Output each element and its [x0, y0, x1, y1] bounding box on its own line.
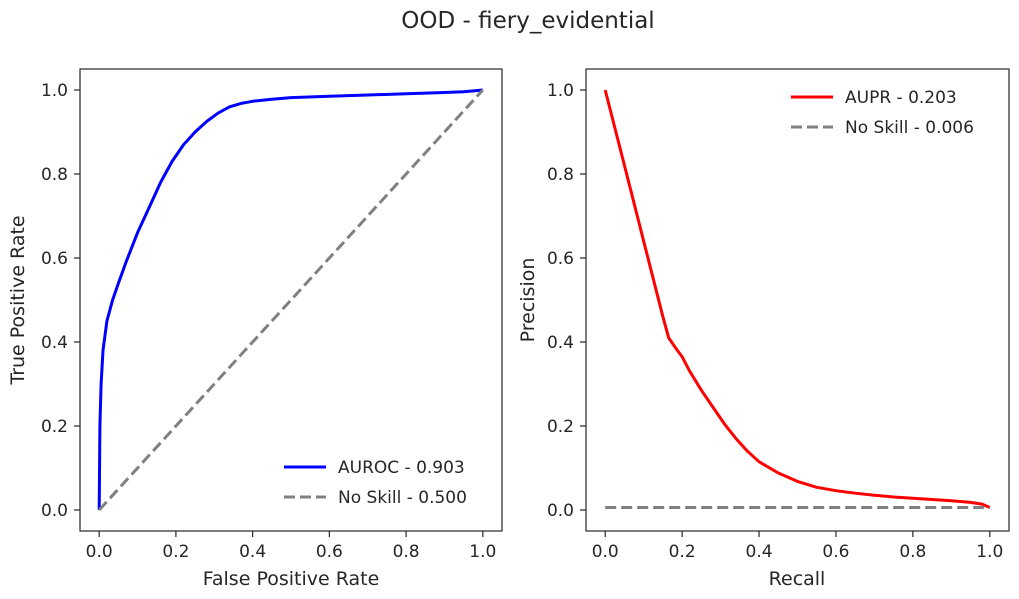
roc-chart: 0.0 0.2 0.4 0.6 0.8 1.0 0.0 0.2 0.4 0.6 0.8 1.0 Fal…: [7, 68, 503, 590]
roc-x-tick-label: 0.6: [316, 542, 343, 562]
pr-x-tick-label: 0.6: [822, 542, 849, 562]
roc-plot-frame: [79, 68, 503, 532]
roc-legend-label: No Skill - 0.500: [338, 488, 467, 508]
pr-series: [603, 89, 991, 509]
pr-y-tick-label: 0.0: [547, 501, 574, 521]
pr-x-tick-label: 0.2: [669, 542, 696, 562]
roc-x-tick-label: 0.2: [162, 542, 189, 562]
pr-y-tick-label: 1.0: [547, 81, 574, 101]
pr-x-tick-label: 0.4: [746, 542, 773, 562]
roc-x-tick-label: 0.4: [239, 542, 266, 562]
pr-x-tick-label: 0.0: [592, 542, 619, 562]
pr-ticks: 0.0 0.2 0.4 0.6 0.8 1.0 0.0 0.2 0.4 0.6 0.8 1.0: [547, 81, 1003, 562]
roc-y-tick-label: 0.8: [41, 165, 68, 185]
roc-y-axis-label: True Positive Rate: [7, 215, 29, 385]
figure-title: OOD - fiery_evidential: [401, 8, 654, 34]
roc-y-tick-label: 0.2: [41, 417, 68, 437]
roc-legend-label: AUROC - 0.903: [338, 458, 465, 478]
roc-series-line-1: [98, 88, 484, 512]
pr-chart: 0.0 0.2 0.4 0.6 0.8 1.0 0.0 0.2 0.4 0.6 0.8 1.0 Rec…: [517, 68, 1010, 590]
roc-x-tick-label: 1.0: [469, 542, 496, 562]
pr-x-tick-label: 0.8: [899, 542, 926, 562]
pr-legend-label: No Skill - 0.006: [845, 118, 974, 138]
roc-legend: AUROC - 0.903 No Skill - 0.500: [284, 458, 467, 508]
roc-ticks: 0.0 0.2 0.4 0.6 0.8 1.0 0.0 0.2 0.4 0.6 0.8 1.0: [41, 81, 496, 562]
pr-plot-frame: [585, 68, 1010, 532]
pr-y-tick-label: 0.4: [547, 333, 574, 353]
pr-y-tick-label: 0.2: [547, 417, 574, 437]
pr-x-axis-label: Recall: [769, 568, 826, 590]
pr-y-axis-label: Precision: [517, 258, 539, 343]
roc-y-tick-label: 1.0: [41, 81, 68, 101]
pr-y-tick-label: 0.8: [547, 165, 574, 185]
roc-x-tick-label: 0.0: [86, 542, 113, 562]
roc-x-tick-label: 0.8: [393, 542, 420, 562]
roc-series-line-0: [97, 88, 483, 511]
pr-series-line-0: [603, 89, 991, 509]
roc-y-tick-label: 0.6: [41, 249, 68, 269]
roc-y-tick-label: 0.4: [41, 333, 68, 353]
pr-x-tick-label: 1.0: [976, 542, 1003, 562]
roc-x-axis-label: False Positive Rate: [203, 568, 380, 590]
roc-series: [97, 88, 484, 512]
pr-y-tick-label: 0.6: [547, 249, 574, 269]
pr-legend-label: AUPR - 0.203: [845, 88, 957, 108]
roc-y-tick-label: 0.0: [41, 501, 68, 521]
pr-legend: AUPR - 0.203 No Skill - 0.006: [791, 88, 974, 138]
